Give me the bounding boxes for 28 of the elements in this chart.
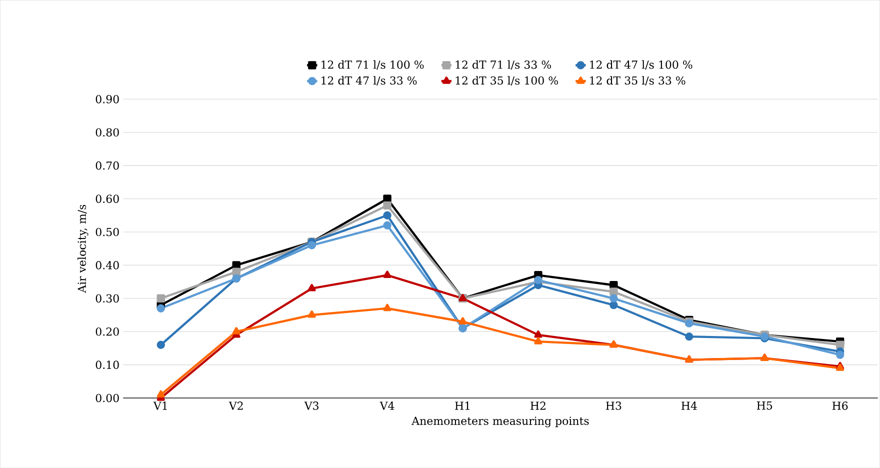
y-tick-label: 0.10 (96, 360, 119, 369)
x-tick-label: V3 (304, 401, 318, 410)
y-tick-label: 0.30 (96, 294, 119, 302)
y-tick-label: 0.20 (96, 327, 119, 336)
legend-label: 12 dT 47 l/s 100 % (590, 60, 692, 70)
x-tick-label: V2 (228, 401, 243, 410)
y-tick-label: 0.70 (96, 161, 119, 170)
y-tick-label: 0.60 (96, 194, 119, 203)
x-tick-label: H2 (530, 401, 546, 410)
y-tick-label: 0.00 (96, 394, 119, 402)
x-tick-label: H1 (455, 401, 470, 410)
y-tick-label: 0.40 (96, 260, 119, 270)
y-tick-label: 0.90 (96, 94, 119, 104)
x-tick-label: H5 (756, 401, 772, 410)
x-tick-label: H3 (606, 401, 622, 410)
x-tick-label: V4 (380, 401, 394, 410)
y-tick-label: 0.80 (96, 128, 119, 136)
y-axis-title: Air velocity, m/s (77, 204, 88, 293)
legend-label: 12 dT 71 l/s 100 % (322, 60, 424, 70)
x-tick-label: H4 (681, 401, 697, 410)
legend-label: 12 dT 35 l/s 100 % (456, 76, 558, 86)
legend-label: 12 dT 35 l/s 33 % (590, 76, 686, 86)
x-tick-label: V1 (153, 401, 167, 410)
x-axis-title: Anemometers measuring points (412, 416, 589, 428)
legend-label: 12 dT 71 l/s 33 % (456, 60, 551, 70)
y-tick-label: 0.50 (96, 228, 119, 236)
legend-label: 12 dT 47 l/s 33 % (322, 76, 417, 86)
x-tick-label: H6 (832, 401, 848, 410)
